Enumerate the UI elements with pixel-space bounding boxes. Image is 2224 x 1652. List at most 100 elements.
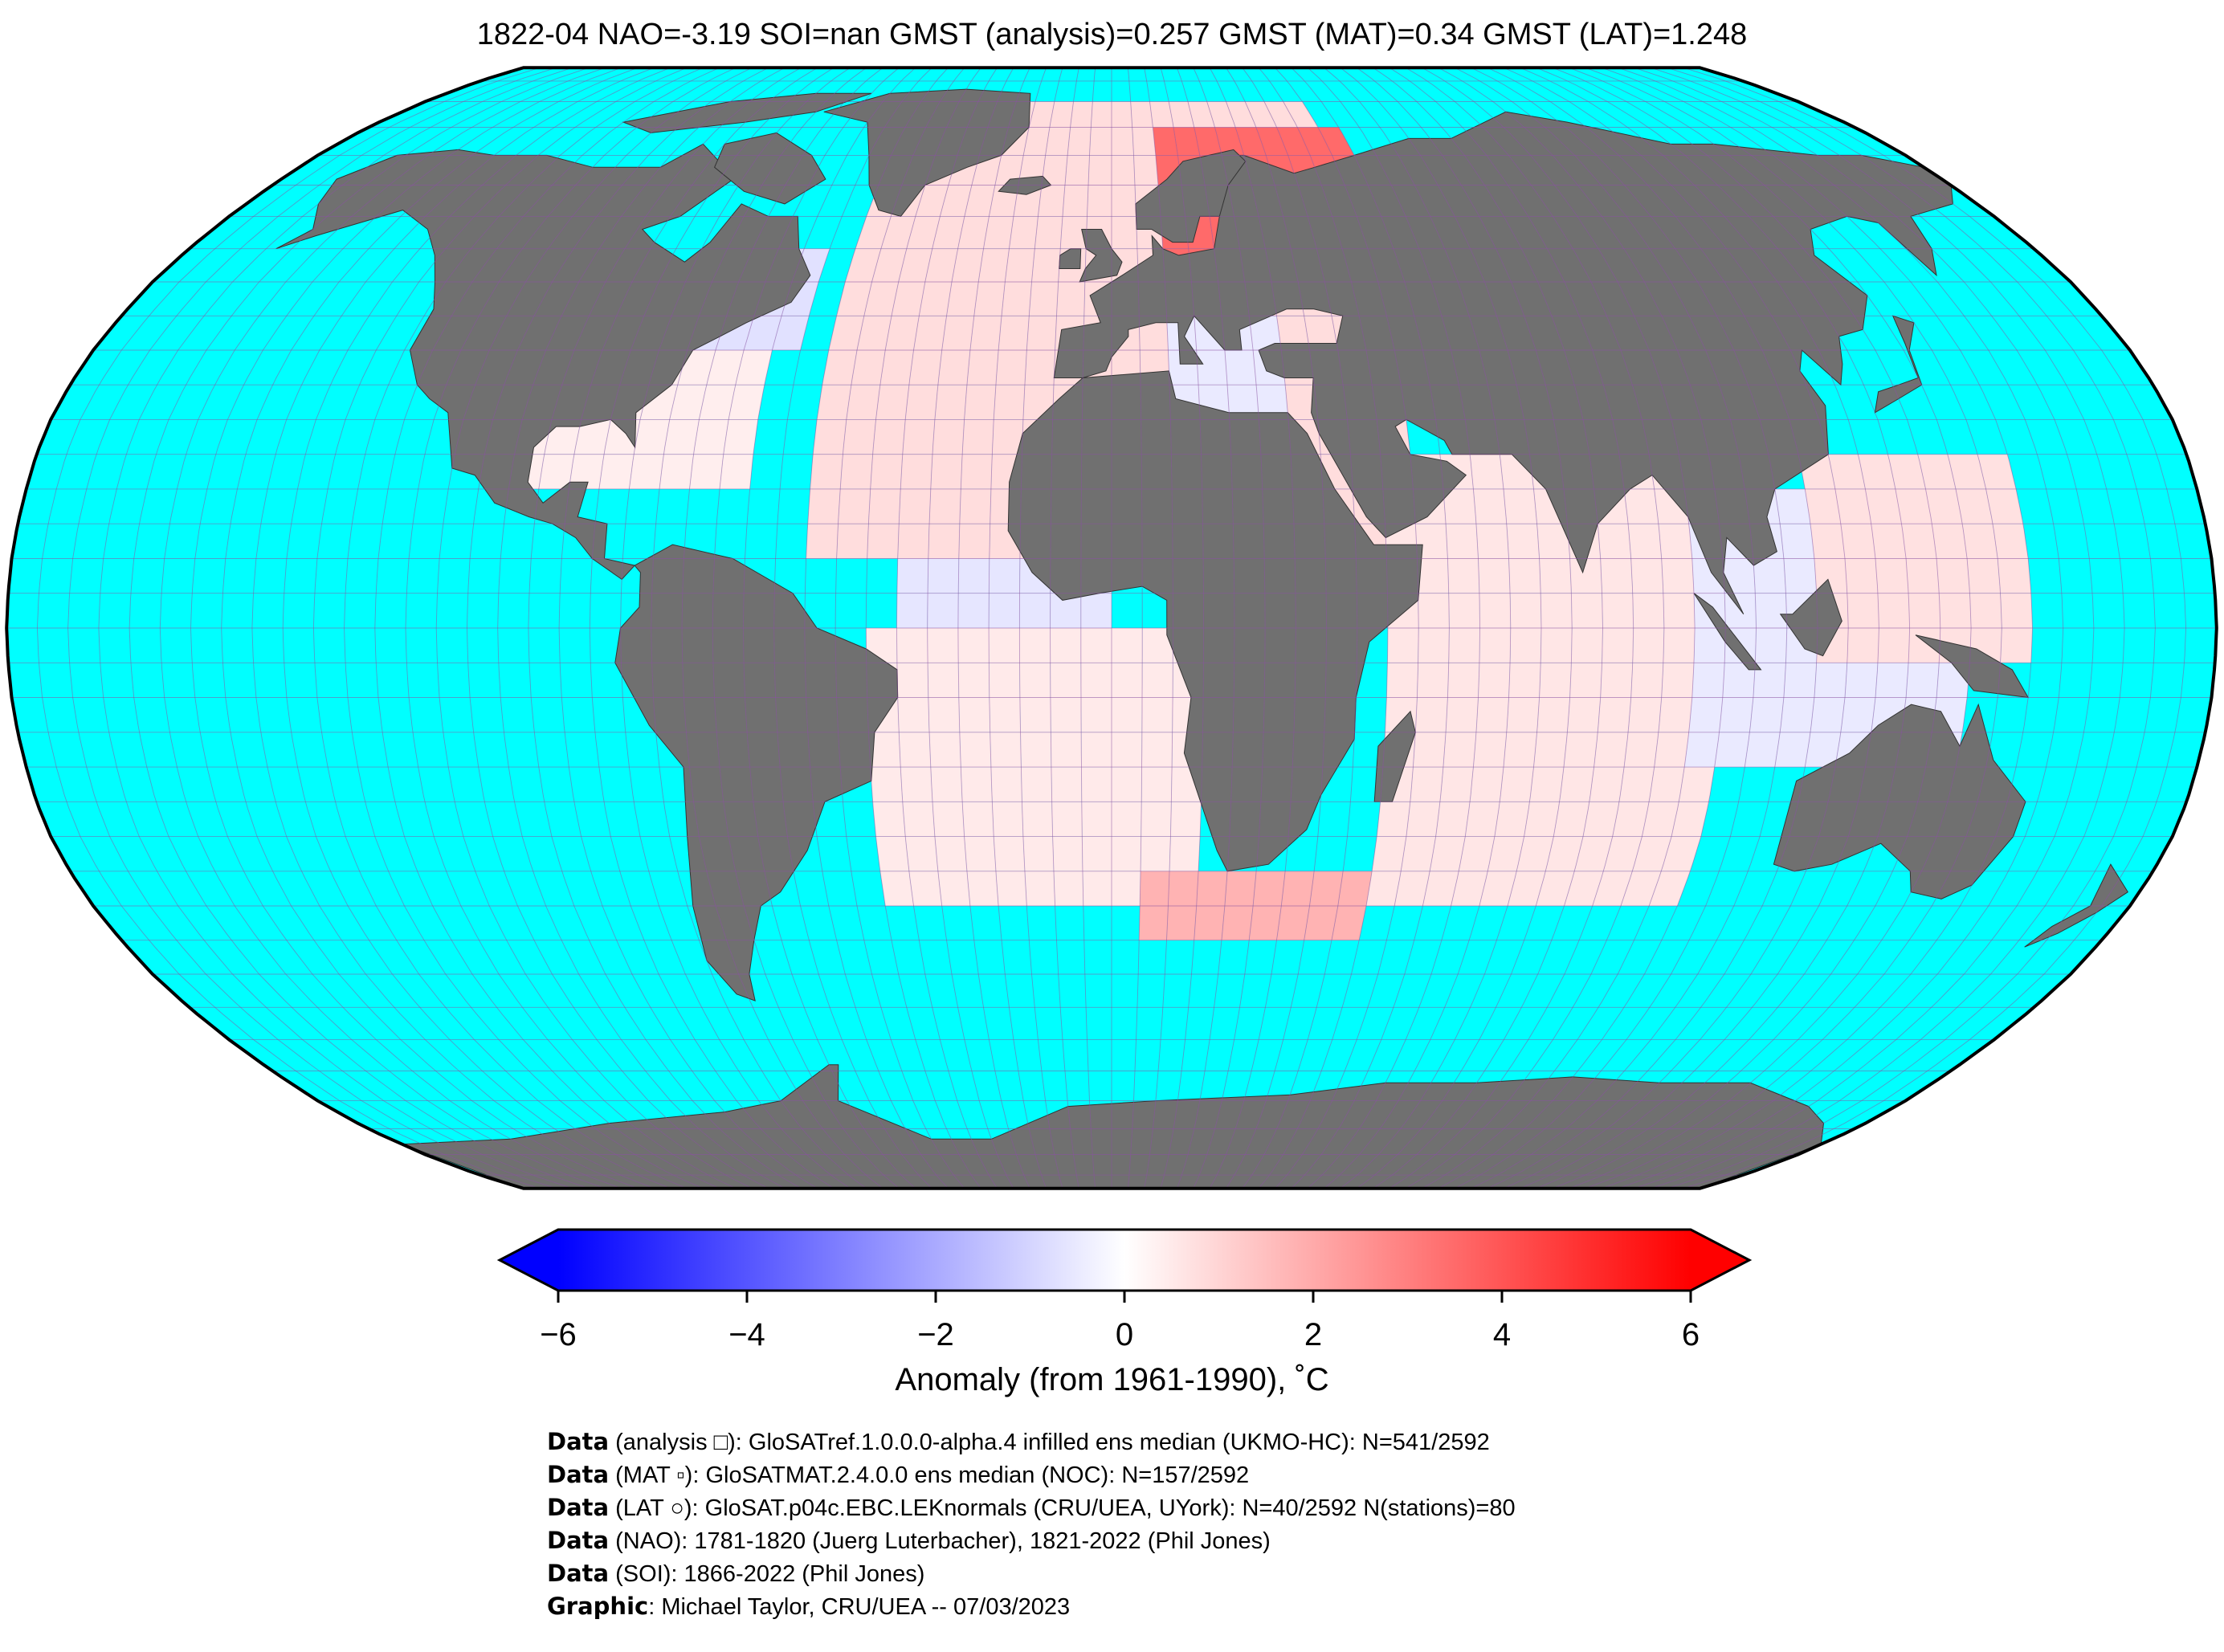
anomaly-cell — [1470, 767, 1504, 802]
anomaly-cell — [897, 697, 929, 732]
anomaly-cell — [1064, 155, 1090, 186]
longitude-line — [1307, 67, 1481, 1189]
anomaly-cell — [1569, 663, 1602, 698]
anomaly-cell — [1553, 802, 1589, 837]
anomaly-cell — [1170, 802, 1202, 837]
anomaly-cell — [1020, 732, 1051, 768]
anomaly-cell — [1479, 628, 1511, 663]
anomaly-cell — [1722, 558, 1756, 593]
anomaly-cell — [1413, 732, 1447, 768]
anomaly-cell — [1828, 454, 1866, 489]
anomaly-cell — [1574, 836, 1613, 871]
anomaly-cell — [1805, 488, 1841, 524]
anomaly-cell — [573, 419, 611, 455]
longitude-line — [1324, 67, 1512, 1189]
anomaly-cell — [1056, 282, 1085, 316]
credit-text: (MAT ▫): GloSATMAT.2.4.0.0 ens median (N… — [609, 1462, 1250, 1488]
anomaly-cell — [1227, 385, 1259, 420]
anomaly-cell — [1956, 488, 1993, 524]
anomaly-cell — [905, 836, 938, 871]
anomaly-cell — [1081, 802, 1112, 837]
anomaly-cell — [1023, 127, 1050, 156]
anomaly-cell — [958, 697, 990, 732]
longitude-line — [312, 67, 688, 1189]
anomaly-cell — [1053, 871, 1083, 906]
anomaly-cell — [1309, 871, 1344, 906]
anomaly-cell — [1447, 663, 1479, 698]
anomaly-cell — [1887, 454, 1926, 489]
anomaly-cell — [1649, 871, 1691, 906]
anomaly-cell — [961, 767, 993, 802]
anomaly-cell — [964, 185, 995, 217]
anomaly-cell — [1332, 906, 1366, 940]
anomaly-cell — [1196, 350, 1228, 385]
anomaly-cell — [1895, 488, 1932, 524]
anomaly-cell — [1583, 802, 1620, 837]
anomaly-cell — [1654, 732, 1689, 768]
anomaly-cell — [1632, 593, 1664, 628]
anomaly-cell — [896, 628, 928, 663]
anomaly-cell — [1417, 558, 1449, 593]
longitude-line — [1471, 67, 1788, 1189]
anomaly-cell — [1536, 697, 1570, 732]
anomaly-cell — [879, 350, 914, 385]
anomaly-cell — [1024, 871, 1055, 906]
anomaly-cell — [1908, 593, 1940, 628]
longitude-line — [1438, 67, 1726, 1189]
anomaly-cell — [1592, 871, 1633, 906]
anomaly-cell — [952, 248, 984, 282]
anomaly-cell — [898, 248, 932, 282]
longitude-line — [344, 67, 704, 1189]
anomaly-cell — [629, 454, 664, 489]
anomaly-cell — [1661, 836, 1701, 871]
anomaly-cell — [930, 767, 963, 802]
anomaly-cell — [1539, 663, 1572, 698]
anomaly-cell — [836, 524, 869, 559]
anomaly-cell — [941, 316, 974, 350]
anomaly-cell — [689, 454, 724, 489]
anomaly-cell — [1224, 871, 1257, 906]
longitude-line — [1160, 67, 1205, 1189]
anomaly-cell — [1112, 871, 1141, 906]
anomaly-cell — [1130, 101, 1153, 128]
anomaly-cell — [1451, 871, 1488, 906]
anomaly-cell — [1932, 524, 1968, 559]
anomaly-cell — [1249, 316, 1282, 350]
anomaly-cell — [1081, 697, 1112, 732]
anomaly-cell — [929, 488, 961, 524]
anomaly-cell — [1112, 663, 1143, 698]
anomaly-cell — [1366, 871, 1402, 906]
data-credits: Data (analysis □): GloSATref.1.0.0.0-alp… — [547, 1426, 1516, 1623]
anomaly-cell — [1448, 593, 1480, 628]
anomaly-cell — [1805, 732, 1841, 768]
anomaly-cell — [1377, 802, 1410, 837]
anomaly-cell — [2000, 593, 2033, 628]
anomaly-cell — [1276, 127, 1311, 156]
anomaly-cell — [1459, 836, 1495, 871]
longitude-line — [467, 67, 769, 1189]
anomaly-cell — [1112, 127, 1134, 156]
longitude-line — [67, 67, 557, 1189]
anomaly-cell — [1564, 732, 1598, 768]
longitude-line — [1080, 67, 1096, 1189]
longitude-line — [282, 67, 671, 1189]
anomaly-cell — [1112, 697, 1142, 732]
anomaly-cell — [1139, 906, 1169, 940]
anomaly-cell — [1906, 558, 1940, 593]
anomaly-cell — [1401, 836, 1436, 871]
longitude-line — [896, 67, 998, 1189]
longitude-line — [835, 67, 965, 1189]
anomaly-cell — [728, 385, 765, 420]
longitude-line — [1193, 67, 1266, 1189]
anomaly-cell — [989, 628, 1020, 663]
anomaly-cell — [706, 350, 745, 385]
anomaly-cell — [1440, 767, 1474, 802]
longitude-line — [927, 67, 1014, 1189]
credit-label: Data — [547, 1527, 610, 1554]
colorbar-tick-label: −2 — [917, 1317, 954, 1352]
anomaly-cell — [1446, 697, 1479, 732]
longitude-line — [1226, 67, 1327, 1189]
anomaly-cell — [1603, 836, 1642, 871]
anomaly-cell — [1814, 663, 1847, 698]
anomaly-cell — [937, 350, 970, 385]
